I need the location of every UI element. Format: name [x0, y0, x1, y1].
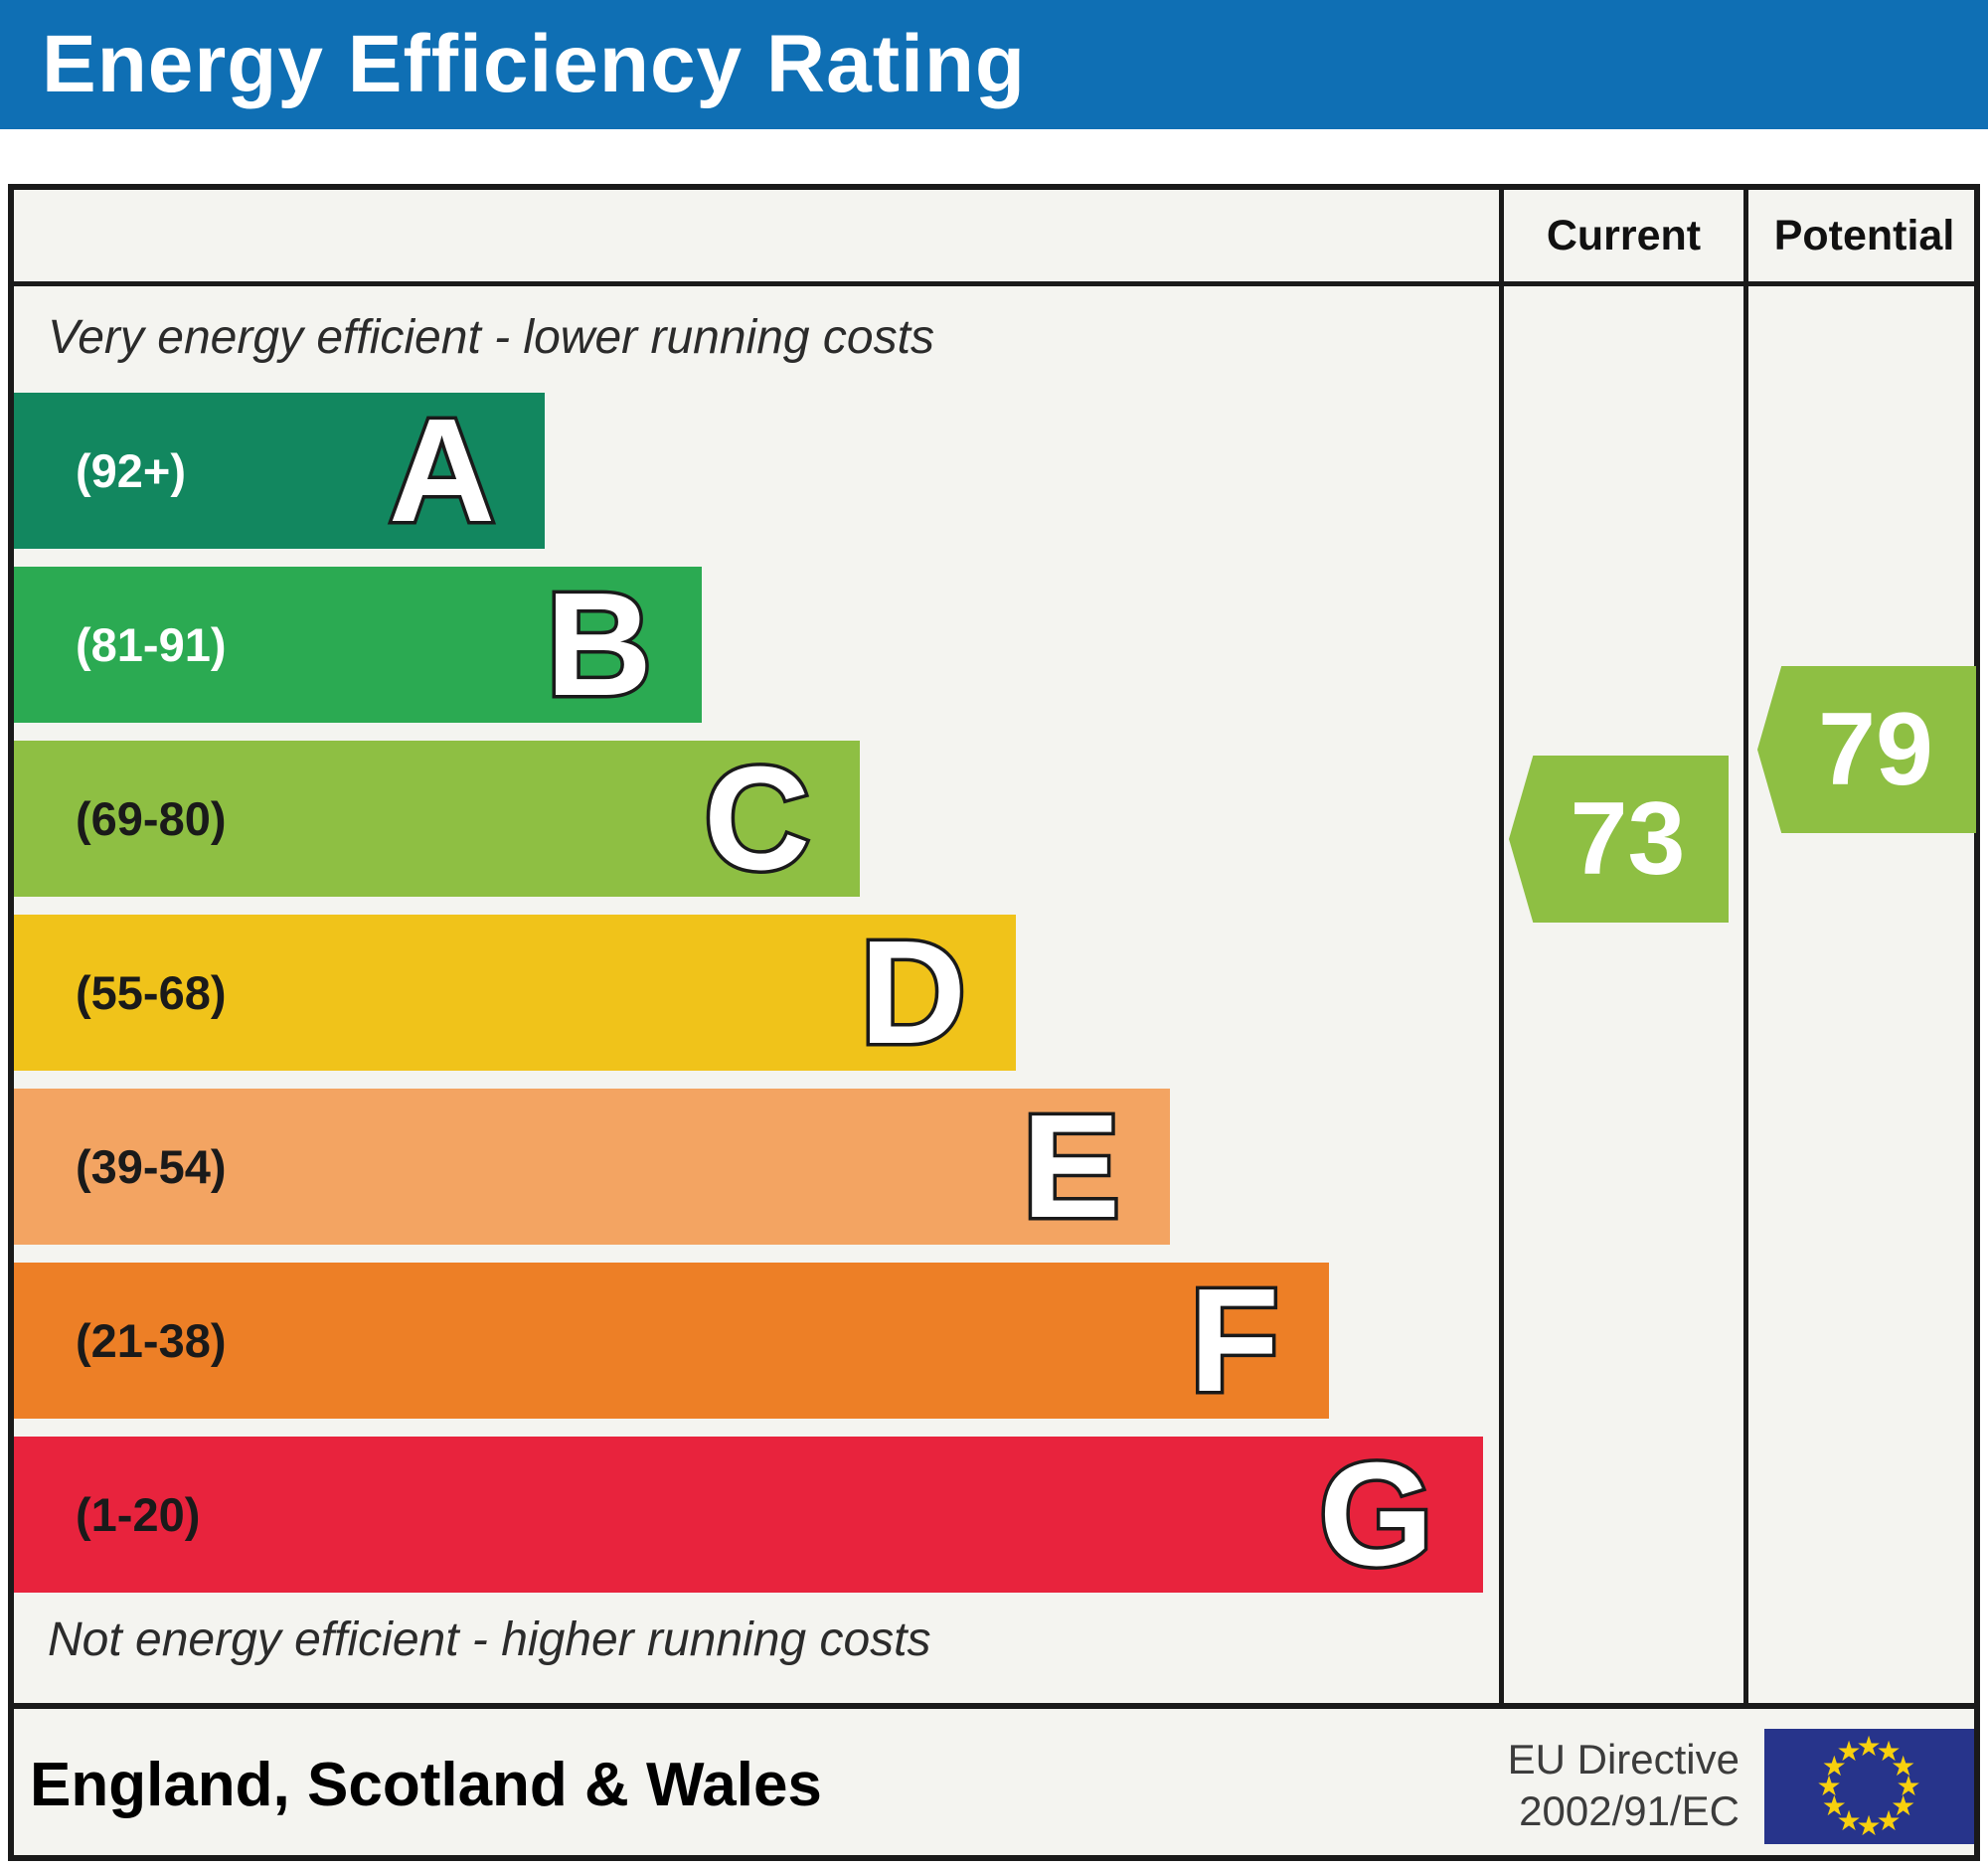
band-E-letter: E	[1019, 1084, 1124, 1249]
band-B-letter: B	[543, 562, 656, 727]
column-header-current: Current	[1546, 212, 1702, 259]
footer-region-label: England, Scotland & Wales	[30, 1750, 822, 1819]
page-title: Energy Efficiency Rating	[42, 19, 1027, 109]
band-D-letter: D	[857, 910, 970, 1075]
eu-flag-star: ★	[1821, 1751, 1847, 1782]
band-F: (21-38) F	[14, 1263, 1329, 1419]
eu-flag-star: ★	[1856, 1731, 1882, 1762]
band-A-letter: A	[386, 388, 499, 553]
band-G-letter: G	[1315, 1432, 1436, 1597]
eu-flag-star: ★	[1896, 1771, 1921, 1801]
eu-flag-star: ★	[1876, 1804, 1902, 1836]
band-A: (92+) A	[14, 393, 545, 549]
band-E: (39-54) E	[14, 1089, 1170, 1245]
band-G: (1-20) G	[14, 1437, 1483, 1593]
footer-divider-line	[8, 1703, 1980, 1709]
eu-flag-star: ★	[1816, 1771, 1842, 1801]
column-header-potential: Potential	[1773, 212, 1955, 259]
band-C: (69-80) C	[14, 741, 860, 897]
caption-very-efficient: Very energy efficient - lower running co…	[48, 311, 934, 364]
band-B: (81-91) B	[14, 567, 702, 723]
eu-directive-line2: 2002/91/EC	[1519, 1787, 1740, 1834]
eu-flag-icon: ★ ★ ★ ★ ★ ★ ★ ★ ★ ★ ★ ★	[1764, 1729, 1974, 1844]
band-G-range-label: (1-20)	[76, 1488, 201, 1541]
eu-flag-star: ★	[1891, 1790, 1916, 1821]
eu-directive-label: EU Directive 2002/91/EC	[1143, 1726, 1740, 1845]
eu-flag-star: ★	[1876, 1736, 1902, 1768]
eu-directive-line1: EU Directive	[1507, 1735, 1740, 1782]
eu-flag-star: ★	[1856, 1810, 1882, 1841]
current-column-divider	[1499, 184, 1504, 1708]
band-A-range-label: (92+)	[76, 444, 187, 497]
potential-rating-value: 79	[1818, 692, 1933, 807]
band-D: (55-68) D	[14, 915, 1016, 1071]
current-rating-value: 73	[1570, 781, 1686, 897]
potential-rating-arrow: 79	[1757, 666, 1976, 833]
eu-flag-star: ★	[1821, 1790, 1847, 1821]
band-B-range-label: (81-91)	[76, 618, 227, 671]
banner: Energy Efficiency Rating	[0, 0, 1988, 129]
band-F-range-label: (21-38)	[76, 1314, 227, 1367]
eu-flag-star: ★	[1836, 1804, 1862, 1836]
band-F-letter: F	[1186, 1258, 1282, 1423]
caption-not-efficient: Not energy efficient - higher running co…	[48, 1613, 931, 1666]
band-D-range-label: (55-68)	[76, 966, 227, 1019]
band-E-range-label: (39-54)	[76, 1140, 227, 1193]
potential-column-divider	[1743, 184, 1748, 1708]
header-divider-line	[8, 281, 1980, 286]
band-C-letter: C	[701, 736, 814, 901]
band-C-range-label: (69-80)	[76, 792, 227, 845]
eu-flag-star: ★	[1836, 1736, 1862, 1768]
eu-flag-star: ★	[1891, 1751, 1916, 1782]
current-rating-arrow: 73	[1509, 756, 1729, 923]
